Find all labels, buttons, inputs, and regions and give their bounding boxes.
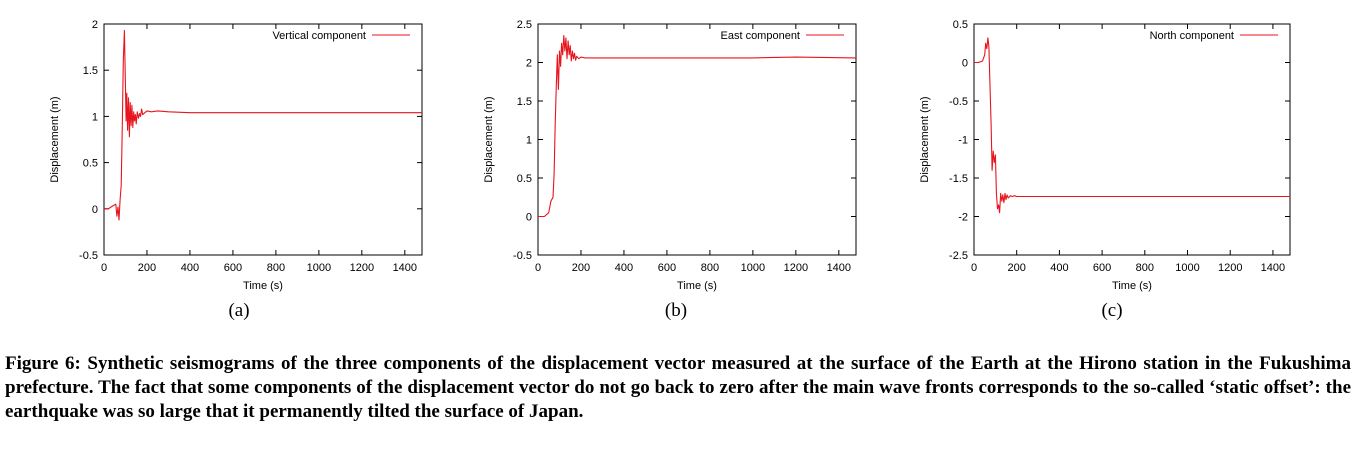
x-tick-label-a-1400: 1400 <box>393 262 417 274</box>
y-tick-label-c--0.5: -0.5 <box>949 96 968 108</box>
legend-label-c: North component <box>1150 30 1234 42</box>
legend-label-a: Vertical component <box>272 30 366 42</box>
x-tick-label-a-1000: 1000 <box>307 262 331 274</box>
x-tick-label-b-0: 0 <box>535 262 541 274</box>
x-tick-label-a-400: 400 <box>181 262 199 274</box>
y-tick-label-a--0.5: -0.5 <box>79 250 98 262</box>
series-line-c-0 <box>974 37 1290 214</box>
x-axis-label-c: Time (s) <box>1112 280 1152 292</box>
panel-a-label: (a) <box>228 300 250 321</box>
x-tick-label-c-200: 200 <box>1008 262 1026 274</box>
figure-caption: Figure 6: Synthetic seismograms of the t… <box>5 353 1351 422</box>
y-tick-label-a-1.5: 1.5 <box>83 65 98 77</box>
x-tick-label-a-200: 200 <box>138 262 156 274</box>
figure: 0 200 400 600 800 1000 1200 1400-0.500.511.52Ti… <box>49 19 1291 292</box>
y-tick-label-c--2: -2 <box>958 212 968 224</box>
x-tick-label-a-600: 600 <box>224 262 242 274</box>
y-axis-label-b: Displacement (m) <box>483 96 495 182</box>
x-tick-label-c-400: 400 <box>1050 262 1068 274</box>
y-tick-label-c-0.5: 0.5 <box>953 19 968 31</box>
x-tick-label-a-800: 800 <box>267 262 285 274</box>
y-tick-label-c--2.5: -2.5 <box>949 250 968 262</box>
y-tick-label-b-1: 1 <box>526 135 532 147</box>
x-axis-label-b: Time (s) <box>677 280 717 292</box>
y-tick-label-b-2: 2 <box>526 58 532 70</box>
y-tick-label-b-0: 0 <box>526 212 532 224</box>
y-tick-label-b--0.5: -0.5 <box>513 250 532 262</box>
plot-frame-b <box>537 23 857 256</box>
y-tick-label-c--1: -1 <box>958 135 968 147</box>
y-tick-label-a-0: 0 <box>92 204 98 216</box>
x-tick-label-b-1000: 1000 <box>741 262 765 274</box>
x-tick-label-b-200: 200 <box>572 262 590 274</box>
chart-panel-b: 0 200 400 600 800 1000 1200 1400-0.500.511.522.… <box>483 19 857 292</box>
x-tick-label-c-800: 800 <box>1136 262 1154 274</box>
x-tick-label-c-1200: 1200 <box>1218 262 1242 274</box>
legend-label-b: East component <box>721 30 801 42</box>
x-tick-label-c-600: 600 <box>1093 262 1111 274</box>
x-tick-label-c-1400: 1400 <box>1261 262 1285 274</box>
x-tick-label-b-600: 600 <box>658 262 676 274</box>
y-tick-label-b-1.5: 1.5 <box>517 96 532 108</box>
y-axis-label-a: Displacement (m) <box>49 96 61 182</box>
x-tick-label-a-0: 0 <box>101 262 107 274</box>
y-tick-label-b-0.5: 0.5 <box>517 173 532 185</box>
chart-panel-c: 0 200 400 600 800 1000 1200 1400 -2.5 -2 -1.5 -1 -0.… <box>919 19 1291 292</box>
x-tick-label-c-1000: 1000 <box>1175 262 1199 274</box>
series-line-b-0 <box>538 34 857 218</box>
x-axis-label-a: Time (s) <box>243 280 283 292</box>
x-tick-label-c-0: 0 <box>971 262 977 274</box>
plot-frame-c <box>973 23 1291 256</box>
x-tick-label-a-1200: 1200 <box>350 262 374 274</box>
x-tick-label-b-1200: 1200 <box>784 262 808 274</box>
x-tick-label-b-800: 800 <box>701 262 719 274</box>
y-tick-label-a-2: 2 <box>92 19 98 31</box>
series-line-a-0 <box>104 29 422 221</box>
x-tick-label-b-400: 400 <box>615 262 633 274</box>
y-tick-label-b-2.5: 2.5 <box>517 19 532 31</box>
y-tick-label-a-0.5: 0.5 <box>83 158 98 170</box>
plot-frame-a <box>103 23 423 256</box>
chart-panel-a: 0 200 400 600 800 1000 1200 1400-0.500.511.52Ti… <box>49 19 423 292</box>
y-tick-label-c--1.5: -1.5 <box>949 173 968 185</box>
y-tick-label-a-1: 1 <box>92 111 98 123</box>
panel-b-label: (b) <box>664 300 688 321</box>
panel-c-label: (c) <box>1101 300 1123 321</box>
y-axis-label-c: Displacement (m) <box>919 96 931 182</box>
y-tick-label-c-0: 0 <box>962 58 968 70</box>
x-tick-label-b-1400: 1400 <box>827 262 851 274</box>
